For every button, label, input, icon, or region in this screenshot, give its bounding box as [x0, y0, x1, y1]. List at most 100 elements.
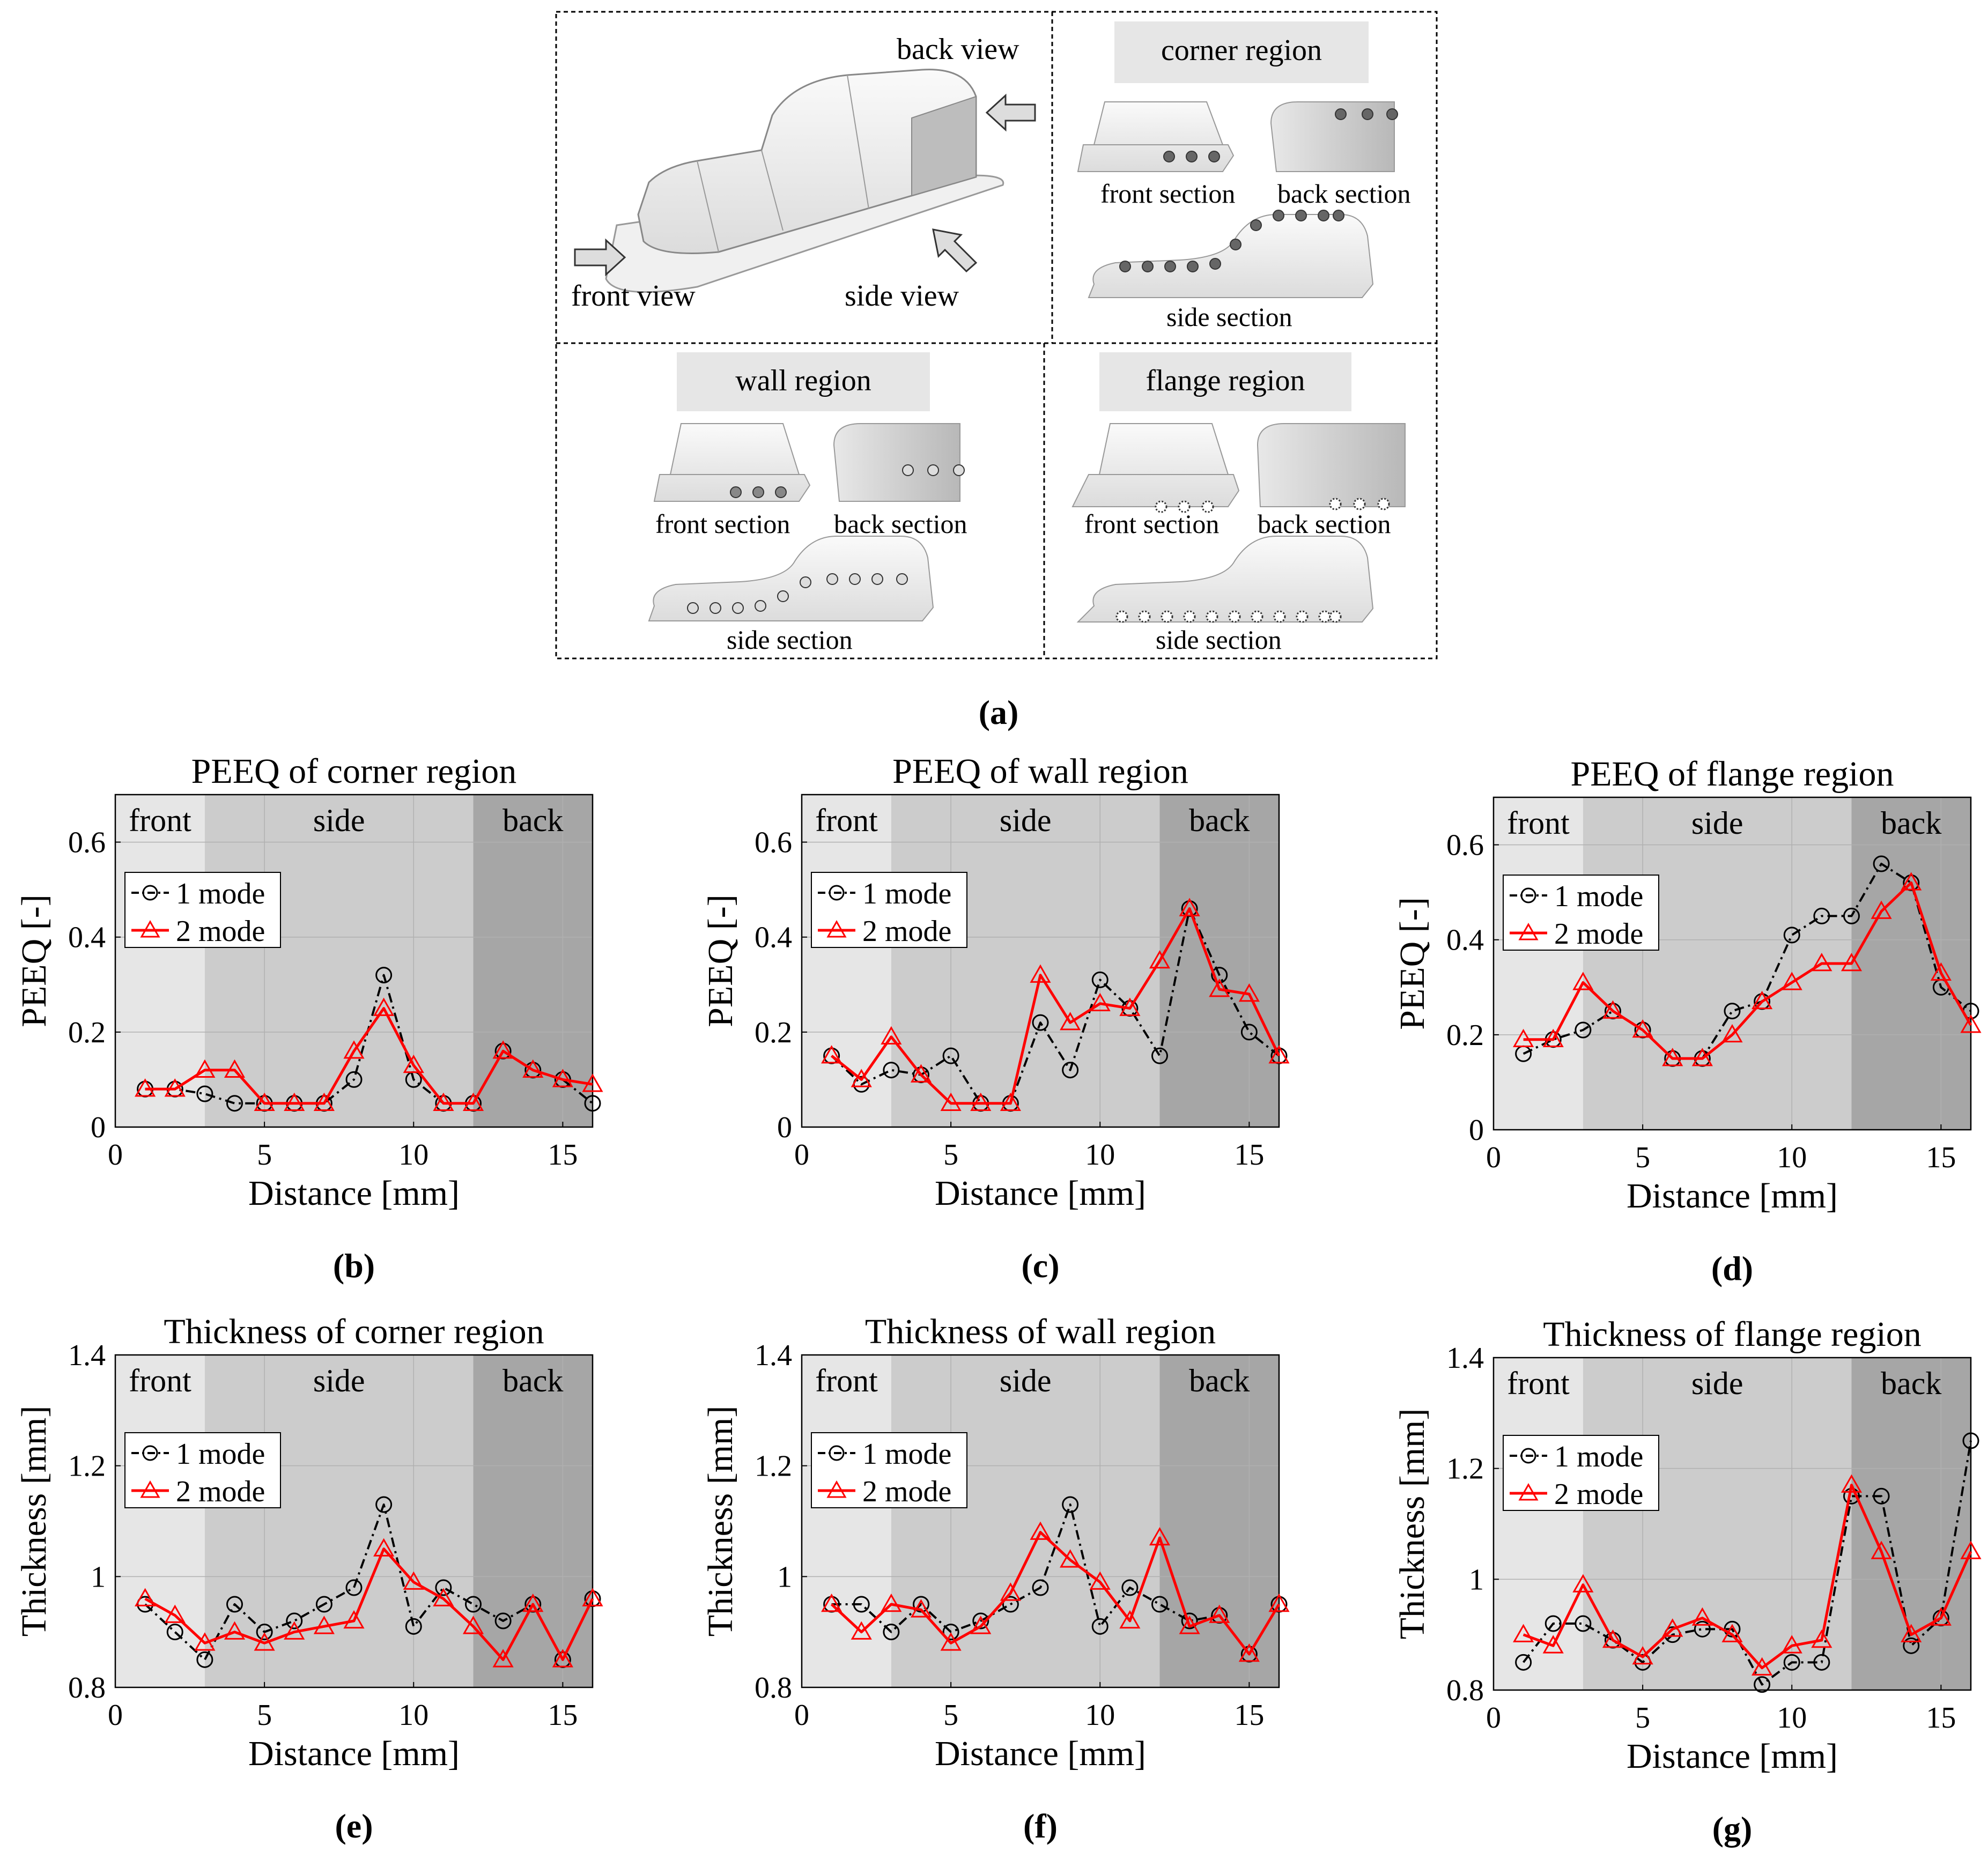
x-tick-label: 15: [1234, 1699, 1264, 1732]
point-circle-marker: [1151, 1047, 1168, 1064]
point-circle-marker: [345, 1579, 363, 1596]
point-triangle-marker: [1209, 1604, 1230, 1623]
axes-frame: [801, 794, 1280, 1128]
point-circle-marker: [1724, 1003, 1741, 1020]
point-triangle-marker: [135, 1078, 156, 1097]
point-triangle-marker: [1149, 950, 1171, 969]
region-label-side: side: [313, 1363, 365, 1398]
point-circle-marker: [1091, 1618, 1108, 1635]
region-label-back: back: [1189, 803, 1250, 838]
x-tick-label: 15: [1234, 1138, 1264, 1172]
corner-front-part: [1077, 101, 1235, 172]
chart-b: front side back 0 5 10 15 0 0.2 0.4 0.6 PEEQ of cor…: [14, 752, 603, 1285]
legend-label: 1 mode: [176, 1438, 265, 1471]
legend-label: 1 mode: [176, 877, 265, 910]
point-circle-marker: [853, 1596, 870, 1613]
point-circle-marker: [1032, 1014, 1049, 1031]
point-circle-marker: [1575, 1615, 1592, 1632]
region-label-side: side: [313, 803, 365, 838]
y-axis-label: Thickness [mm]: [14, 1406, 54, 1637]
point-circle-marker: [196, 1651, 213, 1668]
point-circle-marker: [405, 1618, 422, 1635]
point-triangle-marker: [284, 1092, 305, 1111]
legend-label: 2 mode: [1554, 917, 1643, 951]
point-triangle-marker: [1089, 1571, 1111, 1590]
point-circle-marker: [196, 1085, 213, 1102]
region-front-band: [802, 795, 891, 1127]
chart-g: front side back 0 5 10 15 0.8 1 1.2 1.4 Thickness o…: [1393, 1315, 1982, 1848]
point-circle-marker: [942, 1624, 959, 1641]
point-circle-marker: [1002, 1596, 1019, 1613]
point-triangle-marker: [164, 1604, 186, 1623]
flange-title: flange region: [1146, 364, 1305, 397]
y-tick-label: 0.4: [68, 921, 106, 954]
point-triangle-marker: [492, 1649, 514, 1668]
flange-back-points: [1329, 498, 1390, 510]
legend-marker-circle: [1520, 1448, 1536, 1464]
point-triangle-marker: [1089, 992, 1111, 1011]
point-circle-marker: [1962, 1432, 1979, 1449]
wall-quadrant: wall region front section back section s…: [648, 352, 967, 655]
y-tick-label: 0.8: [1446, 1674, 1484, 1707]
series-line-1-mode: [145, 974, 594, 1105]
legend-marker-triangle: [826, 1480, 847, 1498]
flange-front-part: [1071, 423, 1240, 507]
flange-title-banner: [1099, 352, 1351, 411]
schematic-panel-a: back view front view side view corner re…: [555, 11, 1438, 731]
axes-frame: [801, 1354, 1280, 1688]
panel-label-g: (g): [1712, 1810, 1753, 1848]
point-triangle-marker: [1060, 1549, 1081, 1568]
corner-front-section-label: front section: [1100, 179, 1235, 209]
region-label-front: front: [815, 803, 878, 838]
y-tick-label: 1.4: [755, 1339, 792, 1372]
y-axis-label: PEEQ [-]: [14, 894, 54, 1027]
point-triangle-marker: [373, 1538, 395, 1557]
point-triangle-marker: [1841, 952, 1863, 972]
point-triangle-marker: [1930, 1607, 1952, 1626]
point-triangle-marker: [1572, 1574, 1594, 1592]
point-circle-marker: [166, 1624, 183, 1641]
point-triangle-marker: [1901, 872, 1922, 891]
label-front-view: front view: [571, 279, 696, 313]
point-circle-marker: [1783, 927, 1800, 944]
point-triangle-marker: [1662, 1048, 1683, 1066]
point-triangle-marker: [1721, 1624, 1743, 1642]
point-triangle-marker: [821, 1045, 843, 1064]
panel-label-f: (f): [1023, 1807, 1058, 1845]
arrow-side-view-icon: [932, 228, 978, 273]
point-triangle-marker: [1030, 1521, 1051, 1540]
point-triangle-marker: [433, 1588, 454, 1606]
series-line-2-mode: [144, 1547, 594, 1661]
x-tick-label: 10: [1085, 1138, 1115, 1172]
point-triangle-marker: [1811, 952, 1832, 972]
legend-marker-triangle: [140, 920, 160, 938]
wall-side-points: [687, 573, 908, 614]
point-triangle-marker: [910, 1064, 932, 1083]
corner-front-points: [1163, 151, 1220, 162]
legend-marker-circle: [1520, 887, 1536, 903]
chart-title: Thickness of corner region: [164, 1312, 544, 1351]
point-triangle-marker: [1542, 1028, 1564, 1047]
point-triangle-marker: [1602, 1000, 1624, 1019]
schematic-outer-border: [555, 11, 1438, 660]
corner-title-banner: [1114, 21, 1369, 83]
region-label-front: front: [815, 1363, 878, 1398]
point-triangle-marker: [1238, 1643, 1260, 1662]
point-triangle-marker: [522, 1059, 544, 1078]
point-triangle-marker: [1572, 972, 1594, 990]
point-triangle-marker: [403, 1571, 424, 1590]
legend-marker-circle: [829, 885, 845, 901]
point-circle-marker: [375, 1496, 393, 1513]
part-edge-line: [847, 75, 869, 210]
point-triangle-marker: [313, 1092, 335, 1111]
x-tick-label: 10: [398, 1138, 428, 1172]
region-front-band: [1494, 797, 1583, 1130]
point-circle-marker: [1515, 1654, 1532, 1671]
wall-front-points: [730, 486, 787, 498]
point-triangle-marker: [313, 1616, 335, 1634]
point-triangle-marker: [462, 1092, 484, 1111]
point-circle-marker: [1121, 1579, 1139, 1596]
region-front-band: [802, 1355, 891, 1687]
wall-title-banner: [677, 352, 930, 411]
legend-box: [124, 1432, 281, 1508]
